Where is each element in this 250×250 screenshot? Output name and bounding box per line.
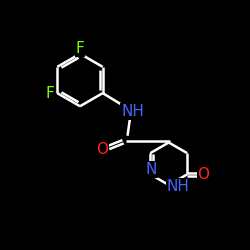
Text: NH: NH (167, 179, 190, 194)
Text: O: O (96, 142, 108, 158)
Text: O: O (198, 167, 209, 182)
Text: N: N (146, 162, 157, 177)
Text: F: F (46, 86, 55, 100)
Text: NH: NH (121, 104, 144, 119)
Text: F: F (76, 41, 84, 56)
